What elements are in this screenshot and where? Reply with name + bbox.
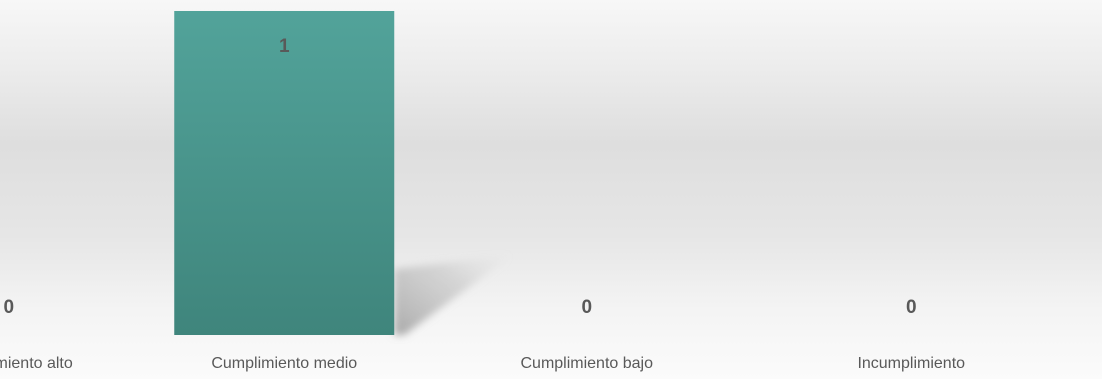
- data-label-incumplimiento: 0: [906, 297, 917, 318]
- data-labels: 0 1 0 0: [3, 36, 916, 318]
- bars: [174, 11, 395, 335]
- category-label-cumplimiento-alto: Cumplimiento alto: [0, 355, 73, 372]
- category-labels: Cumplimiento alto Cumplimiento medio Cumpl…: [0, 355, 965, 372]
- bar-shadow-cumplimiento-medio: [394, 255, 513, 335]
- data-label-cumplimiento-alto: 0: [3, 297, 14, 318]
- category-label-cumplimiento-bajo: Cumplimiento bajo: [520, 355, 653, 372]
- bar-shadows: [394, 255, 513, 335]
- data-label-cumplimiento-medio: 1: [279, 36, 290, 57]
- bar-cumplimiento-medio: [174, 11, 395, 335]
- category-label-cumplimiento-medio: Cumplimiento medio: [211, 355, 357, 372]
- category-label-incumplimiento: Incumplimiento: [857, 355, 965, 372]
- data-label-cumplimiento-bajo: 0: [581, 297, 592, 318]
